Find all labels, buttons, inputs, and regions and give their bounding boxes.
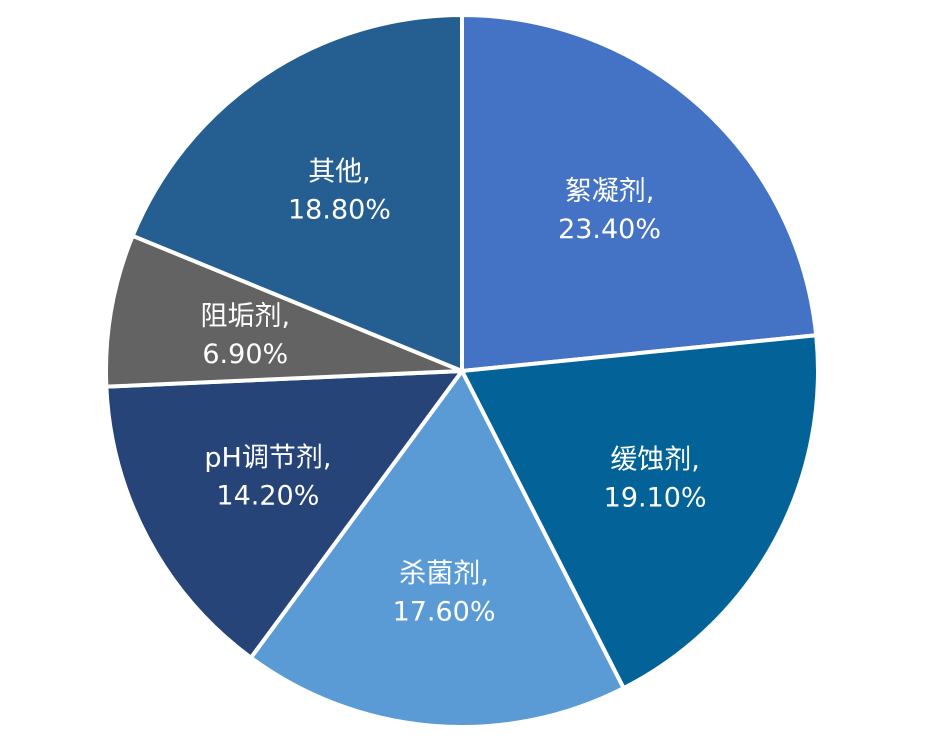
slice-value-label: 17.60% — [393, 596, 496, 627]
pie-slices — [103, 13, 820, 729]
slice-value-label: 23.40% — [558, 214, 661, 245]
slice-value-label: 19.10% — [604, 482, 707, 513]
slice-name-label: 絮凝剂, — [565, 176, 655, 207]
pie-labels: 絮凝剂, 23.40% 缓蚀剂, 19.10% 杀菌剂, 17.60% pH调节剂, 14.2… — [200, 156, 706, 627]
pie-slice-4 — [103, 233, 464, 389]
slice-name-label: 其他, — [308, 156, 371, 187]
pie-slice-1 — [460, 333, 820, 691]
slice-value-label: 14.20% — [216, 481, 319, 512]
pie-slice-5 — [130, 13, 464, 373]
slice-name-label: 杀菌剂, — [399, 558, 489, 589]
pie-slice-3 — [104, 369, 464, 660]
slice-name-label: pH调节剂, — [204, 443, 331, 474]
pie-slice-0 — [460, 13, 819, 373]
pie-slice-2 — [248, 369, 626, 729]
slice-value-label: 18.80% — [288, 194, 391, 225]
slice-name-label: 缓蚀剂, — [610, 444, 700, 475]
slice-name-label: 阻垢剂, — [200, 301, 290, 332]
slice-value-label: 6.90% — [202, 339, 288, 370]
